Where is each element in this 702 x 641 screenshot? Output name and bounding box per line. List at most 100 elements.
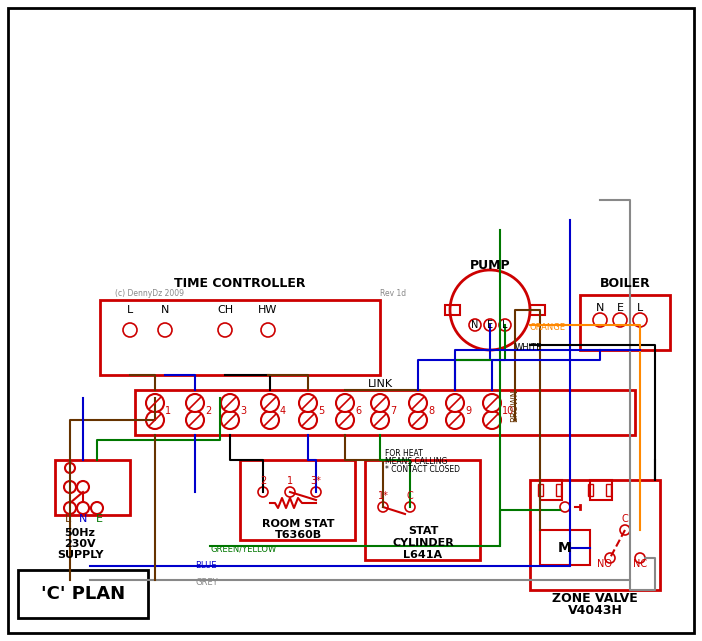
- Text: L: L: [65, 514, 71, 524]
- Circle shape: [483, 394, 501, 412]
- Text: Rev 1d: Rev 1d: [380, 289, 406, 298]
- Text: 3: 3: [240, 406, 246, 416]
- Circle shape: [221, 411, 239, 429]
- Text: N: N: [471, 320, 479, 330]
- Bar: [18, 570, 148, 618]
- Bar: [445, 305, 460, 315]
- Circle shape: [484, 319, 496, 331]
- Circle shape: [613, 313, 627, 327]
- Text: 5: 5: [318, 406, 324, 416]
- Bar: [538, 484, 543, 496]
- Bar: [556, 484, 561, 496]
- Text: L: L: [502, 320, 508, 330]
- Circle shape: [299, 411, 317, 429]
- Text: E: E: [487, 320, 493, 330]
- Circle shape: [605, 553, 615, 563]
- Text: STAT: STAT: [408, 526, 438, 536]
- Circle shape: [483, 411, 501, 429]
- Circle shape: [371, 394, 389, 412]
- Text: 3*: 3*: [310, 476, 322, 486]
- Bar: [55, 460, 130, 515]
- Circle shape: [409, 411, 427, 429]
- Text: N: N: [161, 305, 169, 315]
- Circle shape: [261, 394, 279, 412]
- Bar: [590, 480, 612, 500]
- Text: 1: 1: [287, 476, 293, 486]
- Circle shape: [123, 323, 137, 337]
- Text: 8: 8: [428, 406, 434, 416]
- Circle shape: [635, 553, 645, 563]
- Circle shape: [446, 411, 464, 429]
- Bar: [540, 480, 562, 500]
- Circle shape: [633, 313, 647, 327]
- Circle shape: [560, 502, 570, 512]
- Circle shape: [77, 481, 89, 493]
- Circle shape: [261, 323, 275, 337]
- Circle shape: [469, 319, 481, 331]
- Text: BOILER: BOILER: [600, 276, 650, 290]
- Text: NO: NO: [597, 559, 613, 569]
- Text: 230V: 230V: [64, 539, 95, 549]
- Circle shape: [593, 313, 607, 327]
- Bar: [100, 300, 380, 375]
- Text: LINK: LINK: [367, 379, 392, 389]
- Text: ORANGE: ORANGE: [530, 323, 566, 332]
- Text: L641A: L641A: [404, 550, 442, 560]
- Text: 9: 9: [465, 406, 471, 416]
- Circle shape: [371, 411, 389, 429]
- Circle shape: [146, 411, 164, 429]
- Bar: [365, 460, 480, 560]
- Text: WHITE: WHITE: [515, 343, 543, 352]
- Text: 2: 2: [205, 406, 211, 416]
- Circle shape: [261, 411, 279, 429]
- Text: BROWN: BROWN: [510, 389, 519, 422]
- Text: * CONTACT CLOSED: * CONTACT CLOSED: [385, 465, 460, 474]
- Circle shape: [77, 502, 89, 514]
- Circle shape: [218, 323, 232, 337]
- Text: N: N: [596, 303, 604, 313]
- Text: CYLINDER: CYLINDER: [392, 538, 454, 548]
- Text: E: E: [95, 514, 102, 524]
- Circle shape: [620, 525, 630, 535]
- Circle shape: [409, 394, 427, 412]
- Bar: [580, 295, 670, 350]
- Text: 4: 4: [280, 406, 286, 416]
- Circle shape: [64, 481, 76, 493]
- Text: ZONE VALVE: ZONE VALVE: [552, 592, 638, 604]
- Circle shape: [499, 319, 511, 331]
- Circle shape: [91, 502, 103, 514]
- Bar: [530, 305, 545, 315]
- Text: PUMP: PUMP: [470, 258, 510, 272]
- Circle shape: [378, 502, 388, 512]
- Text: V4043H: V4043H: [567, 603, 623, 617]
- Circle shape: [221, 394, 239, 412]
- Bar: [135, 390, 635, 435]
- Text: M: M: [558, 541, 572, 555]
- Text: MEANS CALLING: MEANS CALLING: [385, 457, 447, 466]
- Circle shape: [186, 394, 204, 412]
- Circle shape: [446, 394, 464, 412]
- Text: 1*: 1*: [378, 491, 388, 501]
- Circle shape: [336, 411, 354, 429]
- Text: 2: 2: [260, 476, 266, 486]
- Text: CH: CH: [217, 305, 233, 315]
- Text: L: L: [637, 303, 643, 313]
- Text: 7: 7: [390, 406, 396, 416]
- Text: GREY: GREY: [195, 578, 218, 587]
- Text: E: E: [616, 303, 623, 313]
- Circle shape: [258, 487, 268, 497]
- Text: NC: NC: [633, 559, 647, 569]
- Circle shape: [336, 394, 354, 412]
- Circle shape: [450, 270, 530, 350]
- Text: N: N: [79, 514, 87, 524]
- Bar: [606, 484, 611, 496]
- Circle shape: [405, 502, 415, 512]
- Bar: [240, 460, 355, 540]
- Text: BLUE: BLUE: [195, 561, 216, 570]
- Text: C: C: [406, 491, 413, 501]
- Circle shape: [299, 394, 317, 412]
- Text: (c) DennyDz 2009: (c) DennyDz 2009: [115, 289, 184, 298]
- Text: SUPPLY: SUPPLY: [57, 550, 103, 560]
- Text: ROOM STAT: ROOM STAT: [262, 519, 334, 529]
- Circle shape: [65, 463, 75, 473]
